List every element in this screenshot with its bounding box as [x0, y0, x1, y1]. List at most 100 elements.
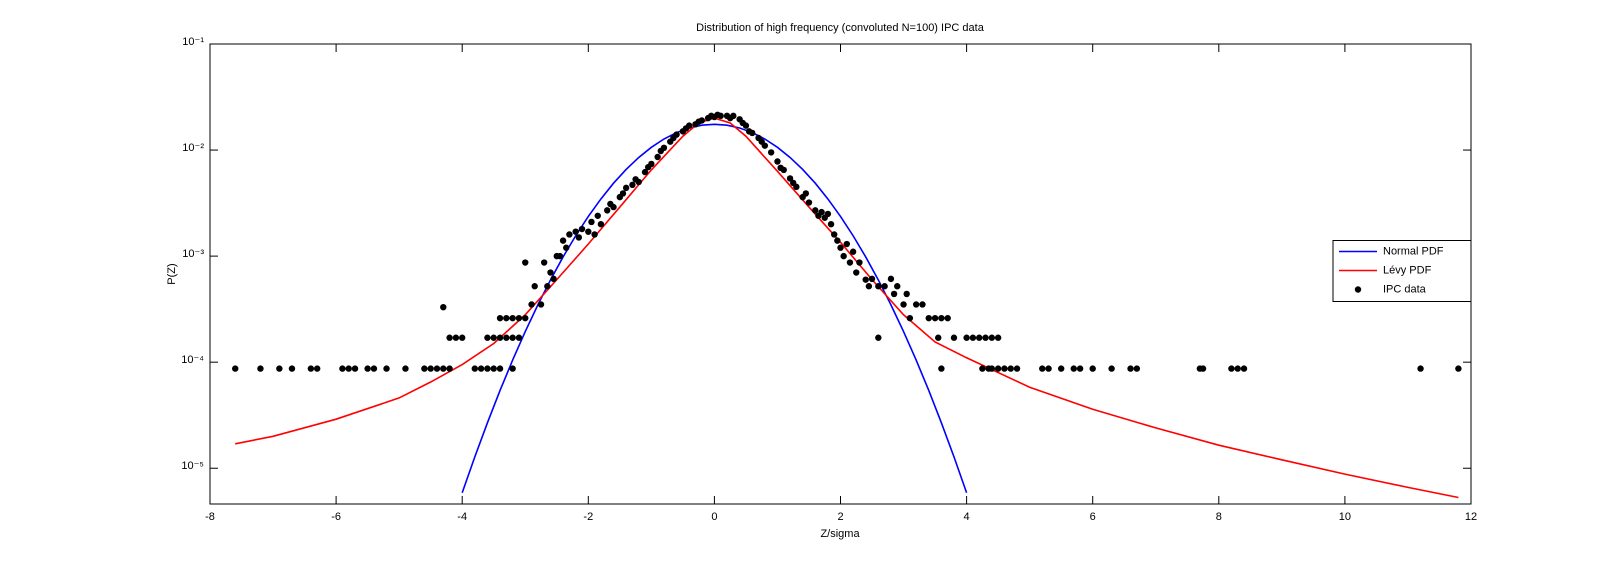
x-tick-label: 4: [964, 511, 970, 523]
data-point: [1045, 365, 1052, 372]
data-point: [471, 365, 479, 372]
data-point: [402, 365, 409, 372]
data-point: [979, 365, 986, 372]
data-point: [749, 129, 756, 137]
data-point: [288, 365, 296, 372]
data-point: [578, 225, 586, 233]
data-point: [563, 244, 570, 251]
data-point: [566, 231, 573, 238]
data-point: [1007, 365, 1014, 372]
series-line: [461, 123, 968, 494]
data-point: [484, 365, 491, 372]
data-point: [619, 190, 627, 197]
data-point: [550, 275, 557, 283]
data-point: [629, 181, 636, 189]
data-point: [780, 166, 787, 174]
x-axis-label: Z/sigma: [820, 528, 860, 540]
data-point: [635, 178, 642, 186]
data-point: [509, 334, 516, 341]
data-point: [840, 252, 847, 260]
plot-area: [209, 43, 1472, 505]
data-point: [1070, 365, 1077, 372]
data-point: [588, 218, 595, 226]
data-point: [1039, 365, 1046, 372]
data-point: [802, 190, 810, 197]
y-axis-label: P(Z): [166, 263, 178, 284]
x-tick-label: 12: [1465, 511, 1477, 523]
y-tick-label: 10⁻³: [182, 248, 204, 260]
data-point: [925, 314, 932, 322]
data-point: [1240, 365, 1248, 372]
data-point: [307, 365, 315, 372]
data-point: [887, 275, 895, 283]
data-point: [528, 301, 535, 308]
data-point: [477, 365, 485, 372]
data-point: [900, 301, 907, 308]
data-point: [459, 334, 466, 341]
data-point: [446, 334, 453, 341]
data-point: [774, 158, 781, 165]
data-point: [846, 259, 854, 266]
data-point: [894, 283, 901, 290]
data-point: [421, 365, 428, 372]
data-point: [824, 210, 832, 218]
data-point: [862, 276, 869, 283]
x-tick-label: 8: [1216, 511, 1222, 523]
legend-marker: [1354, 286, 1362, 293]
x-tick-label: 2: [837, 511, 843, 523]
data-point: [875, 283, 882, 290]
x-tick-label: -6: [331, 511, 341, 523]
data-point: [988, 365, 996, 372]
data-point: [572, 228, 579, 235]
data-point: [988, 334, 996, 341]
data-point: [1057, 365, 1065, 372]
data-point: [496, 334, 504, 341]
data-point: [767, 149, 775, 156]
data-point: [976, 334, 983, 341]
data-point: [622, 184, 630, 192]
data-point: [515, 334, 523, 341]
data-point: [742, 122, 750, 129]
data-point: [881, 283, 888, 290]
x-tick-label: -2: [583, 511, 593, 523]
data-point: [553, 252, 560, 260]
data-point: [610, 203, 617, 211]
data-point: [761, 142, 769, 149]
data-point: [963, 334, 970, 341]
data-point: [903, 290, 910, 298]
data-point: [837, 244, 844, 251]
data-point: [660, 144, 668, 152]
data-point: [591, 231, 598, 238]
series-line: [235, 117, 1459, 499]
data-point: [641, 168, 649, 176]
data-point: [427, 365, 434, 372]
data-point: [673, 131, 680, 138]
data-point: [594, 212, 601, 219]
data-point: [1455, 365, 1462, 372]
data-point: [853, 269, 860, 276]
y-tick-label: 10⁻⁴: [181, 354, 204, 366]
data-point: [1133, 365, 1141, 372]
data-point: [856, 259, 863, 266]
data-point: [1013, 365, 1021, 372]
data-point: [875, 334, 882, 341]
data-point: [786, 175, 794, 182]
data-point: [575, 234, 583, 241]
data-point: [351, 365, 359, 372]
data-point: [1417, 365, 1424, 372]
data-point: [515, 314, 523, 322]
data-point: [1234, 365, 1241, 372]
data-point: [522, 314, 529, 322]
data-point: [1001, 365, 1008, 372]
data-point: [865, 283, 873, 290]
data-point: [834, 237, 841, 244]
data-point: [1076, 365, 1084, 372]
x-tick-label: -8: [205, 511, 215, 523]
data-point: [490, 334, 497, 341]
data-point: [496, 314, 504, 322]
data-point: [597, 220, 605, 228]
data-point: [827, 220, 835, 228]
data-point: [544, 283, 551, 290]
data-point: [531, 283, 538, 290]
